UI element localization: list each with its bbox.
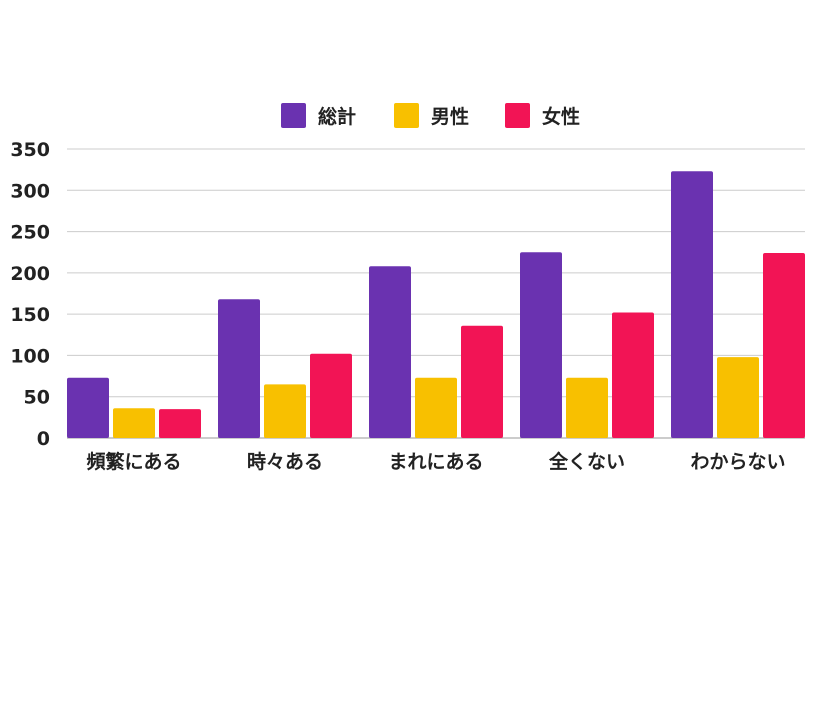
y-axis-ticks: 0 50 100 150 200 250 300 350 (10, 139, 50, 450)
legend-swatch (281, 103, 306, 128)
y-tick-label: 200 (10, 263, 50, 285)
x-tick-label: 全くない (548, 450, 625, 473)
x-tick-label: わからない (690, 451, 785, 473)
bar (218, 299, 260, 438)
bar (566, 377, 608, 438)
bar (763, 253, 805, 438)
y-tick-label: 250 (10, 222, 50, 244)
bar (612, 312, 654, 438)
bar (310, 353, 352, 438)
legend-swatch (394, 103, 419, 128)
bar (717, 357, 759, 438)
x-tick-label: 時々ある (247, 451, 323, 473)
x-axis-ticks: 頻繁にある 時々ある まれにある 全くない わからない (86, 450, 785, 473)
legend-label: 総計 (318, 105, 356, 128)
legend: 総計 男性 女性 (281, 103, 580, 128)
bar (67, 377, 109, 438)
x-tick-label: まれにある (388, 451, 483, 473)
bar (520, 252, 562, 438)
legend-label: 女性 (542, 105, 580, 128)
bar (369, 266, 411, 438)
y-tick-label: 50 (24, 387, 50, 409)
bar (461, 325, 503, 438)
bar (113, 408, 155, 438)
gridlines (67, 148, 805, 439)
legend-swatch (505, 103, 530, 128)
x-tick-label: 頻繁にある (86, 450, 181, 473)
bar (159, 409, 201, 438)
y-tick-label: 150 (10, 304, 50, 326)
y-tick-label: 100 (10, 345, 50, 367)
bar (415, 377, 457, 438)
bar (671, 171, 713, 438)
bar (264, 384, 306, 438)
y-tick-label: 350 (10, 139, 50, 161)
y-tick-label: 300 (10, 180, 50, 202)
legend-label: 男性 (431, 105, 469, 128)
bars (67, 171, 805, 438)
y-tick-label: 0 (37, 428, 50, 450)
